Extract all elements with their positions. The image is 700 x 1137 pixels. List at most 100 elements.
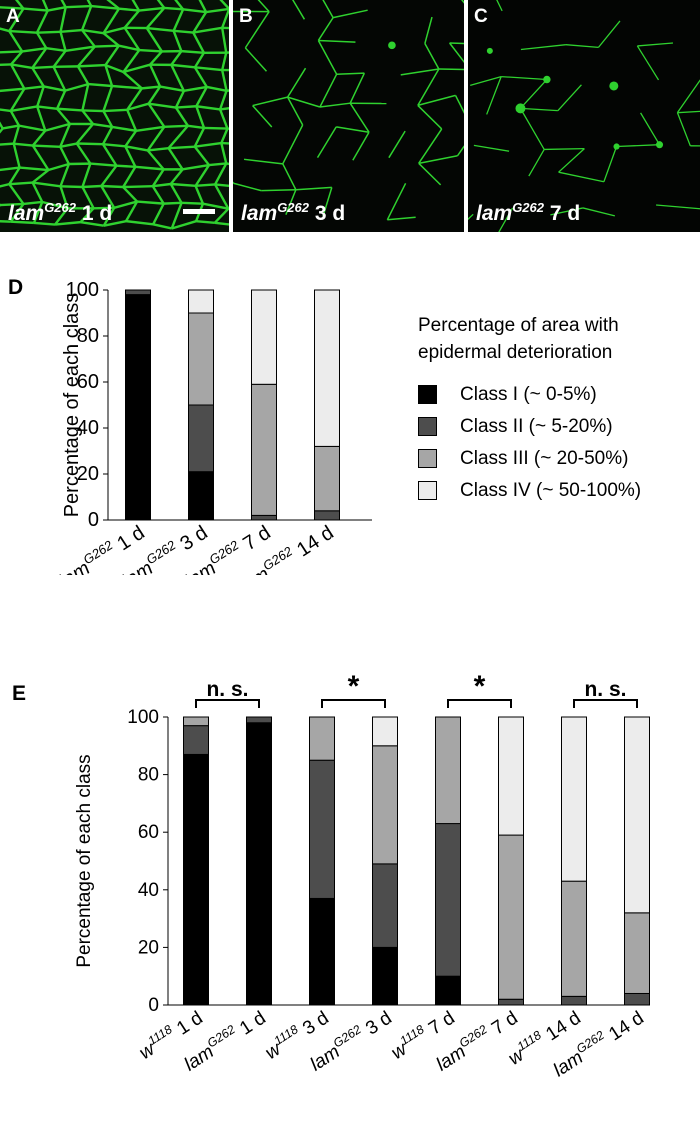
- cell-edge: [123, 27, 141, 51]
- cell-edge: [13, 142, 33, 147]
- bar-segment-class4: [372, 716, 398, 747]
- y-tick-label: 100: [127, 707, 159, 728]
- cell-edge: [152, 203, 165, 225]
- cell-edge: [60, 28, 83, 34]
- micrograph-caption: lamG262 7 d: [476, 200, 581, 225]
- cell-edge: [183, 85, 208, 93]
- legend-item-class4: Class IV (~ 50-100%): [418, 476, 641, 508]
- cell-edge: [116, 164, 136, 169]
- cell-edge: [124, 145, 137, 168]
- cell-edge: [60, 185, 83, 189]
- cell-edge: [8, 30, 24, 53]
- cell-edge: [169, 168, 184, 185]
- cell-edge: [214, 162, 228, 186]
- bar-segment-class3: [183, 716, 209, 727]
- cell-edge: [54, 207, 69, 226]
- y-tick-label: 100: [66, 279, 99, 301]
- cell-edge: [336, 126, 370, 133]
- cell-edge: [146, 26, 174, 33]
- cell-edge: [208, 162, 227, 167]
- legend: Percentage of area with epidermal deteri…: [418, 312, 641, 508]
- cell-edge: [102, 85, 114, 112]
- cell-edge: [206, 85, 227, 92]
- cell-edge: [35, 10, 49, 34]
- significance-label: *: [348, 672, 360, 703]
- cell-edge: [172, 30, 183, 52]
- cell-edge: [122, 166, 137, 188]
- cell-edge: [31, 169, 50, 184]
- cell-edge: [424, 16, 433, 44]
- cell-edge: [418, 162, 442, 186]
- cell-edge: [77, 63, 106, 68]
- cell-edge: [454, 95, 464, 114]
- scale-bar: [183, 209, 215, 214]
- cell-edge: [101, 184, 124, 189]
- cell-edge: [174, 0, 185, 11]
- bar-segment-class3: [188, 312, 214, 406]
- cell-edge: [181, 201, 204, 205]
- significance-bracket: [195, 699, 260, 708]
- cell-edge: [220, 27, 228, 53]
- bar-segment-class2: [309, 759, 335, 899]
- cell-edge: [424, 43, 440, 70]
- cell-edge: [47, 5, 66, 12]
- cell-edge: [486, 76, 502, 115]
- cell-edge: [557, 84, 582, 112]
- bar-segment-class1: [372, 946, 398, 1006]
- cell-edge: [138, 6, 165, 12]
- panel-label-d: D: [8, 276, 24, 299]
- cell-edge: [18, 124, 46, 132]
- cell-edge: [59, 6, 67, 33]
- cell-edge: [417, 94, 456, 107]
- cell-edge: [37, 105, 58, 110]
- cell-edge: [456, 145, 464, 157]
- bar-segment-class1: [246, 722, 272, 1006]
- cell-edge: [322, 187, 333, 217]
- bar-segment-class4: [624, 716, 650, 914]
- cell-edge: [195, 105, 206, 129]
- cell-edge: [282, 124, 304, 165]
- cell-edge: [12, 125, 21, 144]
- cell-edge: [182, 163, 210, 171]
- cell-edge: [616, 144, 660, 148]
- cell-edge: [31, 47, 48, 69]
- cell-edge: [192, 11, 208, 34]
- cell-edge: [135, 165, 164, 171]
- cell-edge: [10, 50, 24, 66]
- cell-edge: [43, 85, 66, 92]
- cell-edge: [349, 72, 366, 104]
- cell-edge: [175, 105, 197, 109]
- cell-edge: [213, 207, 229, 224]
- cell-edge: [198, 0, 208, 13]
- cell-edge: [23, 7, 48, 12]
- cell-edge: [286, 96, 304, 126]
- cell-edge: [252, 105, 273, 128]
- cell-edge: [82, 184, 102, 189]
- cell-edge: [81, 29, 96, 48]
- cell-edge: [59, 185, 69, 209]
- cell-edge: [418, 128, 443, 164]
- cell-edge: [438, 68, 464, 71]
- cell-edge: [31, 129, 47, 147]
- cell-edge: [101, 143, 118, 167]
- y-tick-label: 60: [138, 822, 159, 843]
- panel-label: A: [6, 6, 20, 27]
- cell-edge: [170, 202, 183, 229]
- micrograph-panel-b: B lamG262 3 d: [233, 0, 464, 232]
- cell-edge: [36, 86, 45, 107]
- cell-edge: [173, 29, 194, 34]
- legend-swatch: [418, 417, 437, 436]
- cell-edge: [195, 183, 216, 188]
- cell-edge: [118, 44, 140, 52]
- cell-edge: [187, 124, 205, 130]
- y-tick-label: 20: [138, 937, 159, 958]
- bar-segment-class2: [624, 992, 650, 1006]
- legend-swatch: [418, 481, 437, 500]
- cell-edge: [102, 110, 114, 128]
- y-tick-label: 80: [138, 765, 159, 786]
- cell-edge: [170, 182, 196, 188]
- cell-edge: [519, 108, 545, 150]
- cell-edge: [0, 50, 23, 54]
- cell-edge: [101, 126, 114, 145]
- cell-edge: [139, 48, 162, 53]
